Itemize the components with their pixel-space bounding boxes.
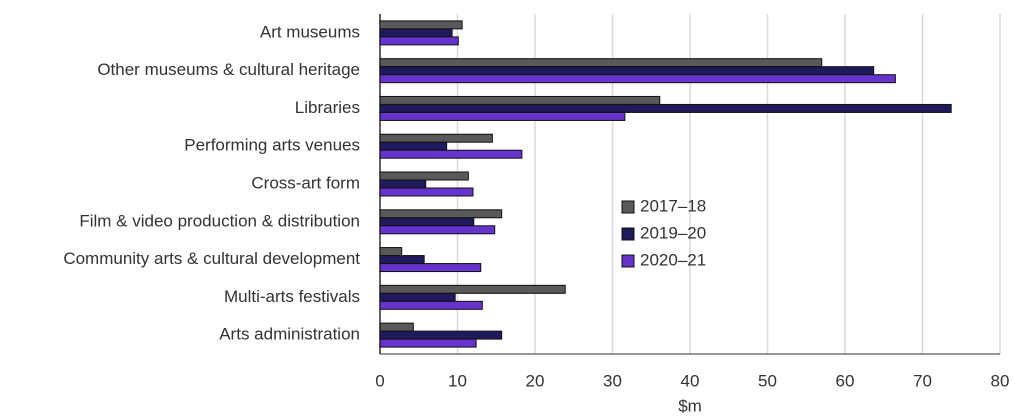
bar bbox=[379, 330, 503, 340]
bar bbox=[379, 292, 456, 302]
bar bbox=[379, 284, 566, 294]
bar bbox=[379, 20, 463, 30]
x-tick-label: 10 bbox=[448, 371, 467, 390]
bar bbox=[379, 171, 469, 181]
legend-swatch bbox=[621, 200, 635, 214]
bar bbox=[379, 225, 496, 235]
bar bbox=[379, 209, 503, 219]
x-tick-label: 30 bbox=[603, 371, 622, 390]
bar bbox=[379, 255, 425, 265]
bar bbox=[379, 36, 459, 46]
legend-label: 2019–20 bbox=[640, 223, 706, 242]
x-tick-label: 60 bbox=[836, 371, 855, 390]
bar bbox=[379, 95, 661, 105]
y-tick-label: Film & video production & distribution bbox=[79, 211, 360, 230]
bar bbox=[379, 179, 427, 189]
legend-swatch bbox=[621, 227, 635, 241]
bar bbox=[379, 149, 523, 159]
legend-swatch bbox=[621, 254, 635, 268]
bar bbox=[379, 58, 823, 68]
x-tick-label: 40 bbox=[681, 371, 700, 390]
x-tick-label: 70 bbox=[913, 371, 932, 390]
legend-label: 2020–21 bbox=[640, 250, 706, 269]
bar bbox=[379, 300, 483, 310]
y-tick-label: Performing arts venues bbox=[184, 136, 360, 155]
y-tick-label: Community arts & cultural development bbox=[63, 249, 360, 268]
y-tick-label: Arts administration bbox=[219, 325, 360, 344]
bar bbox=[379, 322, 414, 332]
bar bbox=[379, 338, 477, 348]
bar bbox=[379, 103, 952, 113]
bar bbox=[379, 133, 493, 143]
bar bbox=[379, 74, 896, 84]
bar bbox=[379, 66, 875, 76]
bar bbox=[379, 187, 474, 197]
bar bbox=[379, 263, 482, 273]
y-tick-label: Cross-art form bbox=[251, 173, 360, 192]
x-tick-label: 20 bbox=[526, 371, 545, 390]
legend-label: 2017–18 bbox=[640, 196, 706, 215]
y-tick-label: Multi-arts festivals bbox=[224, 287, 360, 306]
x-tick-label: 80 bbox=[991, 371, 1010, 390]
bar bbox=[379, 217, 475, 227]
bar bbox=[379, 28, 453, 38]
y-tick-label: Art museums bbox=[260, 22, 360, 41]
bar bbox=[379, 111, 626, 121]
y-tick-label: Libraries bbox=[295, 98, 360, 117]
x-tick-label: 0 bbox=[375, 371, 384, 390]
bar bbox=[379, 141, 448, 151]
bar bbox=[379, 247, 403, 257]
x-tick-label: 50 bbox=[758, 371, 777, 390]
x-axis-label: $m bbox=[678, 396, 702, 415]
y-tick-label: Other museums & cultural heritage bbox=[97, 60, 360, 79]
